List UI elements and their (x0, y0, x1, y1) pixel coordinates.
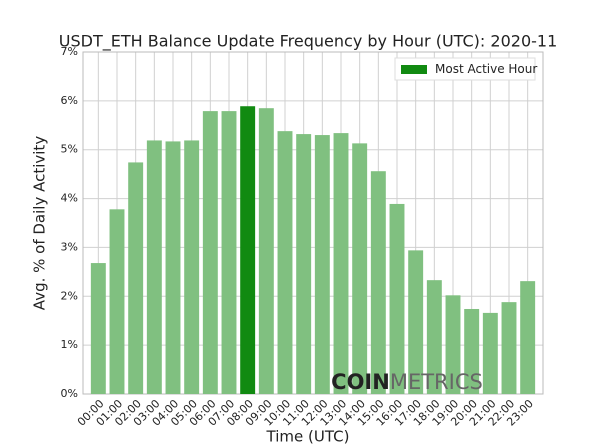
bar (258, 108, 274, 394)
bar (277, 131, 293, 395)
bar (109, 209, 125, 394)
y-tick-label: 2% (61, 289, 78, 302)
y-tick-label: 7% (61, 45, 78, 58)
bar (240, 106, 256, 394)
legend-label: Most Active Hour (435, 62, 537, 76)
bar (296, 134, 312, 394)
bar (408, 250, 424, 394)
bar (520, 281, 536, 394)
bar (314, 135, 330, 395)
bar (184, 140, 200, 394)
bar (370, 171, 386, 394)
watermark-light: METRICS (390, 370, 483, 394)
y-axis-label: Avg. % of Daily Activity (31, 136, 49, 311)
watermark: COINMETRICS (331, 370, 483, 394)
bar (90, 263, 106, 394)
bar (202, 111, 218, 395)
chart-title: USDT_ETH Balance Update Frequency by Hou… (59, 32, 558, 52)
bar (221, 111, 237, 395)
legend-swatch (401, 65, 427, 74)
y-tick-label: 5% (61, 143, 78, 156)
y-tick-label: 6% (61, 94, 78, 107)
bar (501, 302, 517, 394)
y-tick-label: 0% (61, 387, 78, 400)
bar (464, 308, 480, 394)
y-tick-label: 3% (61, 240, 78, 253)
bar (146, 140, 162, 394)
bar (128, 162, 144, 394)
bar (426, 280, 442, 394)
x-axis-label: Time (UTC) (266, 428, 350, 446)
plot-border (82, 51, 544, 395)
y-tick-label: 4% (61, 192, 78, 205)
bar (352, 143, 368, 394)
bar (482, 312, 498, 394)
bar (389, 203, 405, 394)
bar (333, 133, 349, 395)
y-tick-label: 1% (61, 338, 78, 351)
legend-box (394, 57, 536, 81)
bar (445, 295, 461, 394)
watermark-bold: COIN (331, 370, 390, 394)
bar (165, 141, 181, 394)
